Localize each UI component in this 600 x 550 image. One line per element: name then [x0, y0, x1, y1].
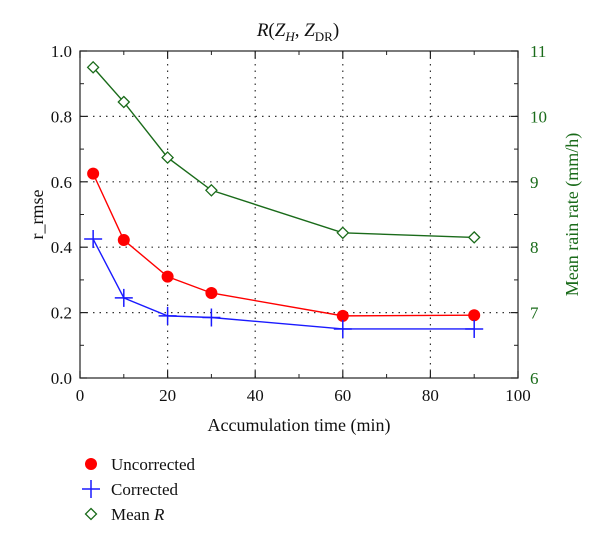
y2-tick-label: 9 — [530, 173, 539, 192]
y-axis-left-title: r_rmse — [27, 189, 47, 239]
legend-marker-corrected — [82, 480, 100, 498]
legend-item-corrected: Corrected — [82, 480, 179, 499]
data-point-corrected — [84, 230, 103, 249]
y2-tick-label: 6 — [530, 369, 539, 388]
data-point-uncorrected — [205, 286, 218, 299]
x-tick-label: 20 — [159, 386, 176, 405]
legend-label-mean-r-prefix: Mean — [111, 505, 154, 524]
data-point-mean-r — [336, 226, 350, 240]
title-open-paren: ( — [268, 20, 274, 41]
x-tick-label: 100 — [505, 386, 531, 405]
data-point-mean-r — [86, 60, 100, 74]
legend-item-mean-r: Mean R — [84, 505, 165, 524]
data-point-corrected — [158, 306, 177, 325]
y-tick-label: 0.6 — [51, 173, 72, 192]
chart-title: R(ZH, ZDR) — [256, 20, 339, 44]
x-axis: 0 20 40 60 80 100 — [76, 51, 531, 405]
data-point-mean-r — [467, 230, 481, 244]
y2-tick-label: 8 — [530, 238, 539, 257]
data-point-uncorrected — [336, 309, 349, 322]
series-mean-r — [86, 60, 481, 244]
data-point-corrected — [114, 288, 133, 307]
legend-label-mean-r: Mean R — [111, 505, 165, 524]
legend-marker-uncorrected — [85, 458, 97, 470]
title-zh: Z — [275, 20, 286, 41]
x-tick-label: 80 — [422, 386, 439, 405]
y2-tick-label: 7 — [530, 304, 539, 323]
data-point-corrected — [465, 319, 484, 338]
data-point-corrected — [333, 319, 352, 338]
y-axis-right: 6 7 8 9 10 11 — [511, 42, 547, 388]
title-zdr: Z — [304, 20, 315, 41]
data-point-mean-r — [117, 95, 131, 109]
legend: Uncorrected Corrected Mean R — [82, 455, 196, 524]
series-line-mean-r — [92, 66, 475, 239]
data-point-uncorrected — [87, 167, 100, 180]
x-tick-label: 0 — [76, 386, 85, 405]
y-tick-label: 0.4 — [51, 238, 73, 257]
series-corrected — [84, 230, 484, 338]
y-axis-right-title: Mean rain rate (mm/h) — [562, 133, 583, 296]
x-tick-label: 60 — [334, 386, 351, 405]
series-uncorrected — [87, 167, 481, 322]
series-line-uncorrected — [92, 173, 475, 317]
title-separator: , — [295, 20, 305, 41]
title-zdr-subscript: DR — [315, 29, 333, 44]
legend-marker-mean-r — [84, 507, 98, 521]
grid — [80, 51, 518, 378]
data-point-corrected — [202, 308, 221, 327]
legend-marker-symbol — [85, 458, 97, 470]
data-point-mean-r — [204, 183, 218, 197]
y-axis-left: 0.0 0.2 0.4 0.6 0.8 1.0 — [51, 42, 87, 388]
y-tick-label: 0.0 — [51, 369, 72, 388]
y2-tick-label: 11 — [530, 42, 546, 61]
legend-label-mean-r-var: R — [153, 505, 165, 524]
legend-marker-symbol — [82, 480, 100, 498]
legend-label-uncorrected: Uncorrected — [111, 455, 196, 474]
y-tick-label: 0.8 — [51, 107, 72, 126]
data-point-uncorrected — [161, 270, 174, 283]
x-axis-title: Accumulation time (min) — [208, 415, 391, 436]
title-r: R — [256, 20, 269, 41]
series-layer — [84, 60, 484, 338]
title-close-paren: ) — [333, 20, 339, 41]
data-point-mean-r — [161, 151, 175, 165]
legend-marker-symbol — [84, 507, 98, 521]
title-zh-subscript: H — [284, 29, 295, 44]
x-tick-label: 40 — [247, 386, 264, 405]
y-tick-label: 0.2 — [51, 304, 72, 323]
series-line-corrected — [92, 238, 475, 330]
legend-label-corrected: Corrected — [111, 480, 179, 499]
y-tick-label: 1.0 — [51, 42, 72, 61]
data-point-uncorrected — [468, 309, 481, 322]
y2-tick-label: 10 — [530, 107, 547, 126]
legend-item-uncorrected: Uncorrected — [85, 455, 196, 474]
data-point-uncorrected — [117, 234, 130, 247]
